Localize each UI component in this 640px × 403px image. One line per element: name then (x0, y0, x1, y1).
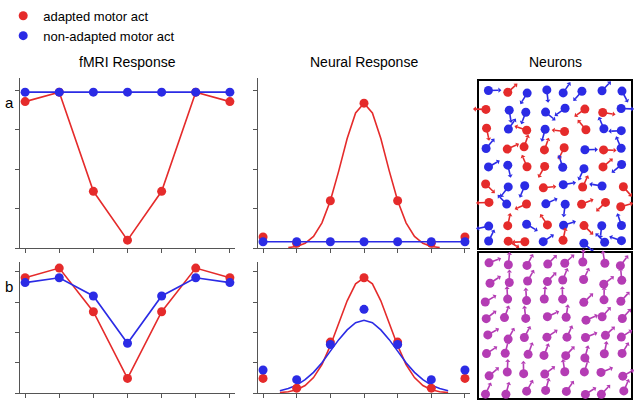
svg-text:fMRI Response: fMRI Response (79, 54, 176, 70)
svg-text:b: b (5, 278, 13, 295)
svg-text:Neural Response: Neural Response (310, 54, 418, 70)
svg-text:a: a (5, 94, 14, 111)
svg-text:adapted motor act: adapted motor act (43, 9, 148, 24)
svg-text:Neurons: Neurons (529, 54, 582, 70)
svg-text:non-adapted motor act: non-adapted motor act (43, 29, 174, 44)
